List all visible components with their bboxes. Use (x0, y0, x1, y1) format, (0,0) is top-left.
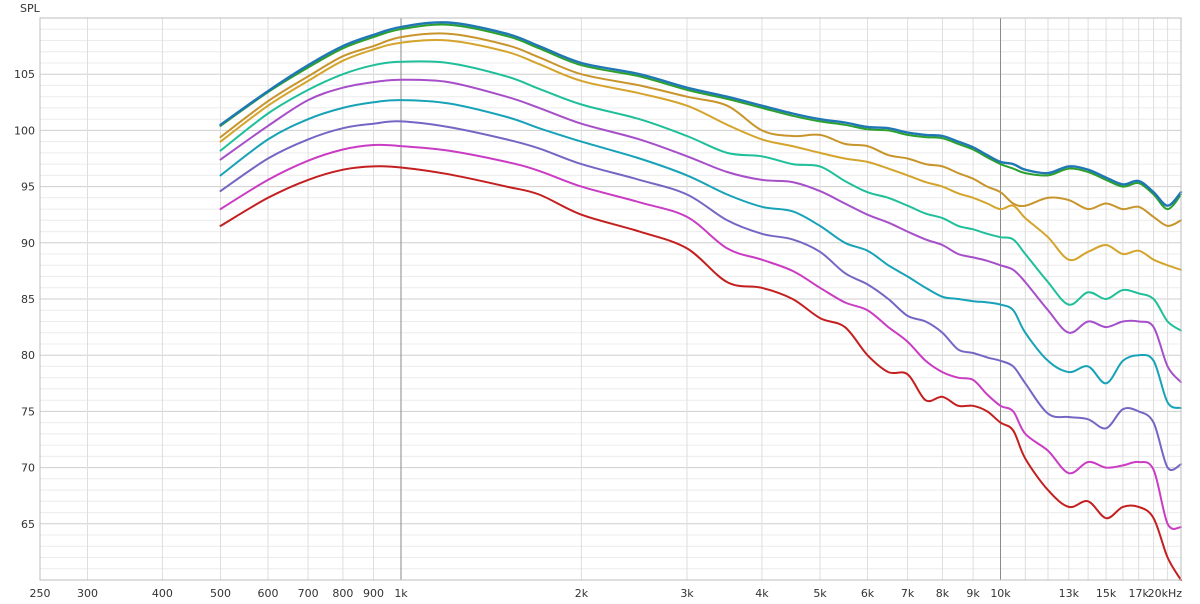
x-tick-label: 600 (258, 587, 279, 600)
series-line-4 (219, 39, 1182, 271)
x-tick-label: 400 (152, 587, 173, 600)
series-line-10 (219, 165, 1182, 581)
x-tick-label: 1k (394, 587, 408, 600)
x-tick-label: 9k (966, 587, 980, 600)
y-tick-labels: 65 70 75 80 85 90 95 100 105 (14, 68, 35, 531)
y-tick-label: 85 (21, 293, 35, 306)
series-line-1 (219, 21, 1183, 207)
series-line-2 (219, 23, 1182, 211)
x-tick-label: 5k (813, 587, 827, 600)
series-line-6 (219, 78, 1182, 384)
y-tick-label: 70 (21, 462, 35, 475)
x-tick-label: 4k (755, 587, 769, 600)
x-tick-label: 20kHz (1148, 587, 1183, 600)
y-tick-label: 100 (14, 124, 35, 137)
series-line-3 (219, 32, 1182, 227)
x-tick-label: 15k (1096, 587, 1117, 600)
x-tick-label: 10k (990, 587, 1011, 600)
y-axis-title: SPL (20, 2, 41, 15)
x-tick-label: 700 (298, 587, 319, 600)
y-tick-label: 75 (21, 405, 35, 418)
y-tick-label: 80 (21, 349, 35, 362)
y-tick-label: 90 (21, 237, 35, 250)
y-tick-label: 105 (14, 68, 35, 81)
series-line-9 (219, 143, 1182, 530)
x-tick-label: 7k (901, 587, 915, 600)
x-tick-label: 17k (1129, 587, 1150, 600)
x-tick-label: 6k (861, 587, 875, 600)
x-tick-label: 800 (332, 587, 353, 600)
y-tick-label: 95 (21, 181, 35, 194)
x-tick-label: 3k (680, 587, 694, 600)
plot-frame (39, 17, 1182, 581)
x-tick-label: 250 (30, 587, 51, 600)
grid (40, 17, 1182, 581)
series-line-5 (219, 60, 1182, 332)
x-tick-label: 2k (575, 587, 589, 600)
x-tick-labels: 250 300 400 500 600 700 800 900 1k 2k 3k 4k 5k 6k 7k 8k… (30, 587, 1183, 600)
x-tick-label: 900 (363, 587, 384, 600)
x-tick-label: 13k (1059, 587, 1080, 600)
y-tick-label: 65 (21, 518, 35, 531)
series-line-7 (219, 99, 1182, 409)
series-layer (219, 21, 1183, 581)
series-line-8 (219, 120, 1182, 472)
x-tick-label: 500 (210, 587, 231, 600)
x-tick-label: 8k (936, 587, 950, 600)
x-tick-label: 300 (77, 587, 98, 600)
